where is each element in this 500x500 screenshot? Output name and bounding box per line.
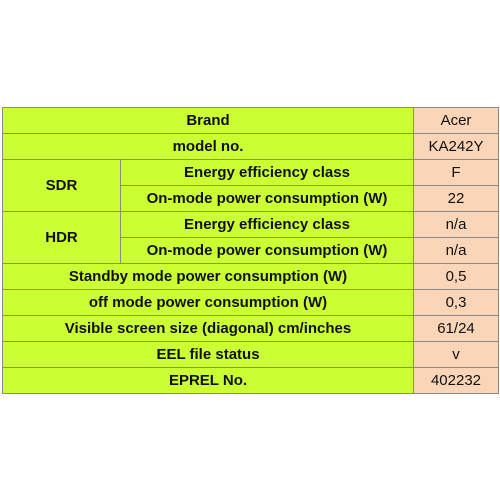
table-row: On-mode power consumption (W) 22 [3,185,499,212]
row-value: 22 [413,185,499,212]
table-body: Brand Acer model no. KA242Y SDR Energy effici… [2,107,499,394]
row-value: 0,5 [413,263,499,290]
row-value: n/a [413,237,499,264]
row-value: n/a [413,211,499,238]
table-row: SDR Energy efficiency class F [2,159,499,212]
row-label: model no. [2,133,414,160]
row-label: Energy efficiency class [120,159,414,186]
row-label: Energy efficiency class [120,211,414,238]
spec-table: Brand Acer model no. KA242Y SDR Energy effici… [2,107,499,394]
row-value: Acer [413,107,499,134]
table-row: HDR Energy efficiency class n/a [2,211,499,264]
row-value: v [413,341,499,368]
row-label: EPREL No. [2,367,414,394]
row-label: EEL file status [2,341,414,368]
row-label: Brand [2,107,414,134]
table-row: EPREL No. 402232 [2,367,499,394]
row-label: off mode power consumption (W) [2,289,414,316]
table-row: off mode power consumption (W) 0,3 [2,289,499,316]
table-row: Standby mode power consumption (W) 0,5 [2,263,499,290]
row-label: Standby mode power consumption (W) [2,263,414,290]
row-value: KA242Y [413,133,499,160]
table-row: model no. KA242Y [2,133,499,160]
row-value: 402232 [413,367,499,394]
row-label: On-mode power consumption (W) [120,237,414,264]
table-row: Visible screen size (diagonal) cm/inches… [2,315,499,342]
table-row: Brand Acer [2,107,499,134]
row-value: 0,3 [413,289,499,316]
row-label: On-mode power consumption (W) [120,185,414,212]
table-row: EEL file status v [2,341,499,368]
row-value: F [413,159,499,186]
row-value: 61/24 [413,315,499,342]
group-label: HDR [2,211,121,264]
spec-table-wrap: Brand Acer model no. KA242Y SDR Energy effici… [2,107,499,394]
row-label: Visible screen size (diagonal) cm/inches [2,315,414,342]
group-label: SDR [2,159,121,212]
